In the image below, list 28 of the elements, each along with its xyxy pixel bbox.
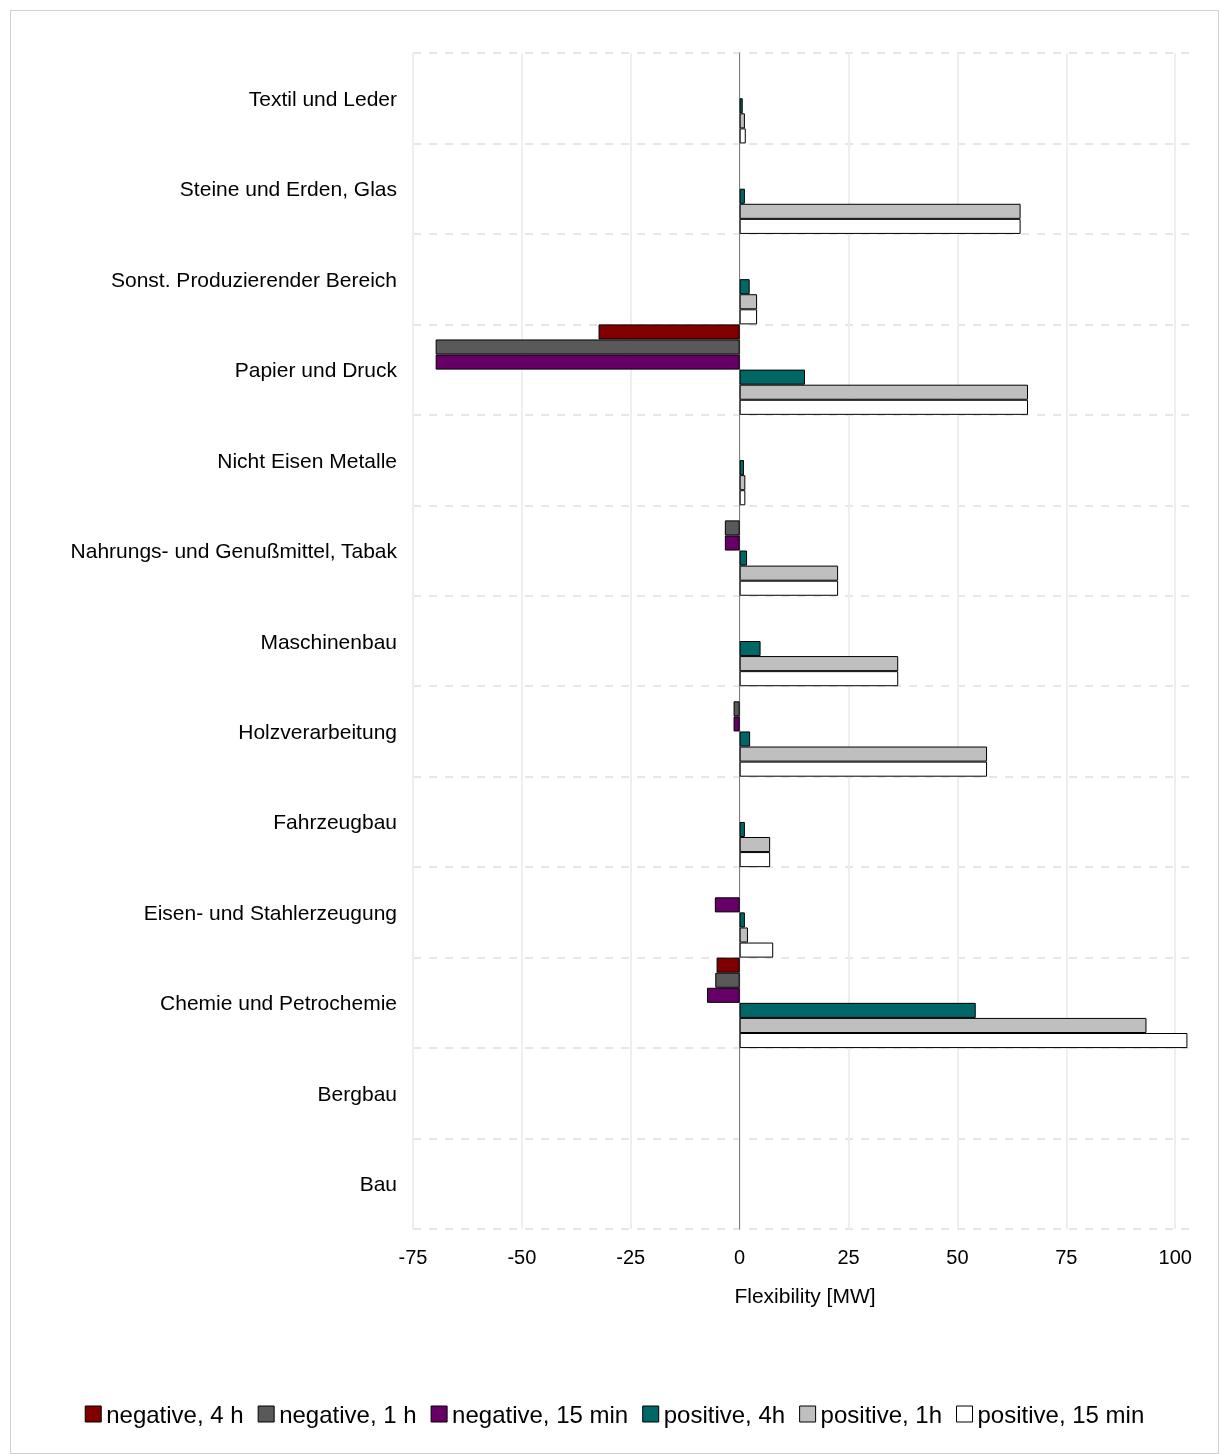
legend-label: positive, 4h	[663, 1400, 786, 1428]
y-tick-label: Textil und Leder	[248, 86, 397, 110]
y-tick-label: Bergbau	[317, 1081, 397, 1105]
y-tick-label: Steine und Erden, Glas	[179, 177, 397, 201]
x-tick-label: 0	[734, 1246, 746, 1268]
y-tick-label: Nahrungs- und Genußmittel, Tabak	[70, 539, 398, 563]
x-tick-label: -50	[507, 1246, 537, 1268]
legend-label: negative, 15 min	[452, 1400, 629, 1428]
x-tick-label: 100	[1158, 1246, 1192, 1268]
legend-label: negative, 1 h	[279, 1400, 417, 1428]
legend-label: positive, 15 min	[977, 1400, 1145, 1428]
y-tick-label: Chemie und Petrochemie	[160, 991, 397, 1015]
y-tick-label: Nicht Eisen Metalle	[217, 448, 397, 472]
y-tick-label: Sonst. Produzierender Bereich	[111, 267, 397, 291]
y-tick-label: Maschinenbau	[260, 629, 397, 653]
x-axis-title: Flexibility [MW]	[734, 1284, 876, 1307]
y-tick-label: Fahrzeugbau	[273, 810, 397, 834]
x-tick-label: 25	[837, 1246, 860, 1268]
y-tick-label: Bau	[359, 1172, 397, 1196]
x-tick-label: -25	[616, 1246, 646, 1268]
y-tick-label: Eisen- und Stahlerzeugung	[143, 900, 397, 924]
x-tick-label: -75	[398, 1246, 428, 1268]
y-tick-label: Papier und Druck	[234, 358, 398, 382]
x-tick-label: 75	[1055, 1246, 1078, 1268]
y-tick-label: Holzverarbeitung	[238, 719, 397, 743]
x-tick-label: 50	[946, 1246, 969, 1268]
legend-label: negative, 4 h	[106, 1400, 244, 1428]
legend-label: positive, 1h	[820, 1400, 943, 1428]
